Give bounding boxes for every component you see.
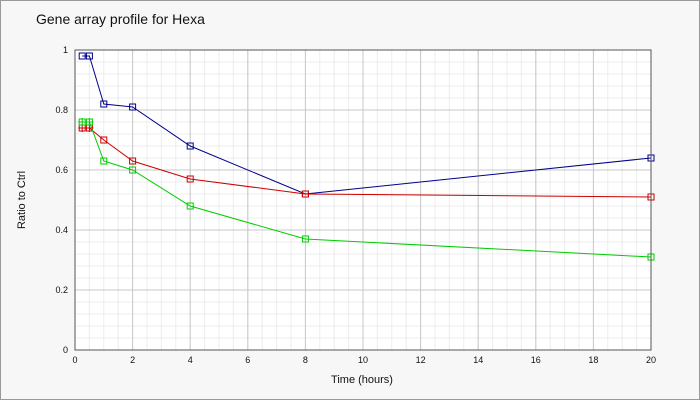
data-point-marker <box>186 175 194 183</box>
data-point-marker <box>301 235 309 243</box>
data-point-marker <box>301 190 309 198</box>
chart-title: Gene array profile for Hexa <box>36 11 205 27</box>
y-axis-ticks: 0 0.2 0.4 0.6 0.8 1 <box>55 45 68 355</box>
minor-grid <box>74 49 652 351</box>
y-tick-label: 0.4 <box>55 225 68 235</box>
data-point-marker <box>100 157 108 165</box>
y-tick-label: 0.2 <box>55 285 68 295</box>
series-3 <box>78 118 655 261</box>
data-point-marker <box>85 52 93 60</box>
y-axis-label: Ratio to Ctrl <box>16 171 28 229</box>
x-axis-ticks: 0 2 4 6 8 10 12 14 16 18 20 <box>72 355 656 365</box>
x-tick-label: 8 <box>303 355 308 365</box>
data-point-marker <box>129 157 137 165</box>
y-tick-label: 0.8 <box>55 105 68 115</box>
x-tick-label: 14 <box>473 355 483 365</box>
data-point-marker <box>186 142 194 150</box>
data-point-marker <box>129 103 137 111</box>
x-tick-label: 4 <box>188 355 193 365</box>
x-tick-label: 6 <box>245 355 250 365</box>
data-point-marker <box>186 202 194 210</box>
plot-border <box>74 49 652 351</box>
series-layer <box>78 52 655 261</box>
data-point-marker <box>78 52 86 60</box>
x-tick-label: 0 <box>72 355 77 365</box>
x-tick-label: 20 <box>646 355 656 365</box>
data-point-marker <box>129 166 137 174</box>
x-tick-label: 12 <box>416 355 426 365</box>
data-point-marker <box>100 136 108 144</box>
y-tick-label: 0 <box>63 345 68 355</box>
series-2 <box>78 124 655 201</box>
x-axis-label: Time (hours) <box>331 374 393 386</box>
data-point-marker <box>100 100 108 108</box>
x-tick-label: 10 <box>358 355 368 365</box>
x-tick-label: 16 <box>531 355 541 365</box>
x-tick-label: 18 <box>588 355 598 365</box>
x-tick-label: 2 <box>130 355 135 365</box>
y-tick-label: 0.6 <box>55 165 68 175</box>
y-tick-label: 1 <box>63 45 68 55</box>
